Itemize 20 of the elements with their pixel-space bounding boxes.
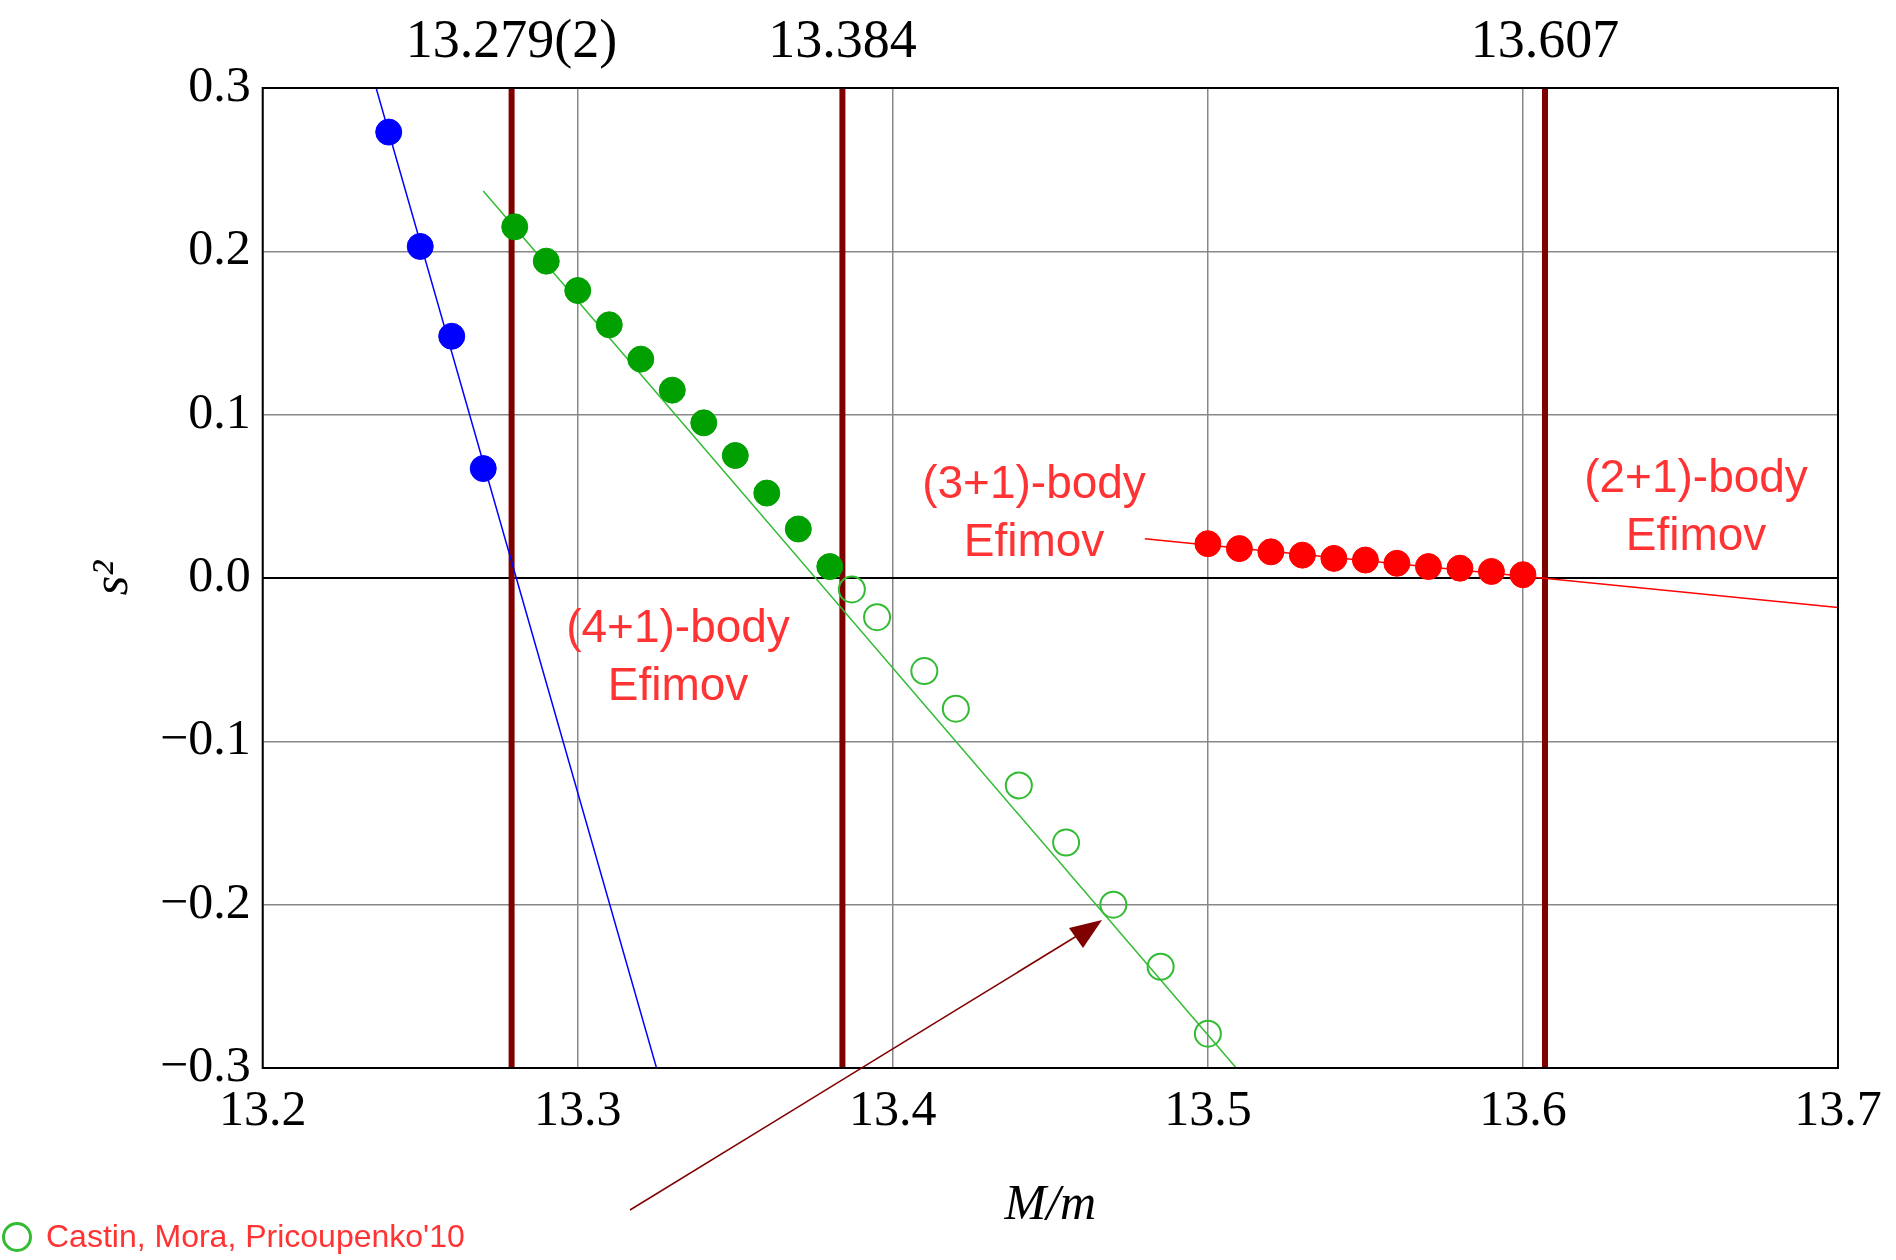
x-tick-label: 13.4 (849, 1080, 937, 1137)
legend-label: Castin, Mora, Pricoupenko'10 (46, 1218, 465, 1255)
y-tick-label: 0.2 (188, 219, 251, 276)
y-tick-label: −0.2 (160, 872, 251, 929)
annotation: (2+1)-body Efimov (1584, 449, 1808, 560)
x-tick-label: 13.7 (1794, 1080, 1882, 1137)
x-axis-title: M/m (1003, 1174, 1097, 1231)
x-tick-label: 13.5 (1164, 1080, 1252, 1137)
ref-line-label: 13.607 (1470, 9, 1620, 70)
y-tick-label: 0.1 (188, 382, 251, 439)
x-tick-label: 13.3 (534, 1080, 622, 1137)
y-axis-title: s² (82, 559, 139, 596)
ref-line-label: 13.279(2) (405, 9, 618, 70)
annotation: (3+1)-body Efimov (922, 455, 1146, 566)
y-tick-label: 0.0 (188, 546, 251, 603)
y-tick-label: −0.3 (160, 1036, 251, 1093)
y-tick-label: 0.3 (188, 56, 251, 113)
x-tick-label: 13.6 (1479, 1080, 1567, 1137)
y-tick-label: −0.1 (160, 709, 251, 766)
ref-line-label: 13.384 (768, 9, 917, 70)
